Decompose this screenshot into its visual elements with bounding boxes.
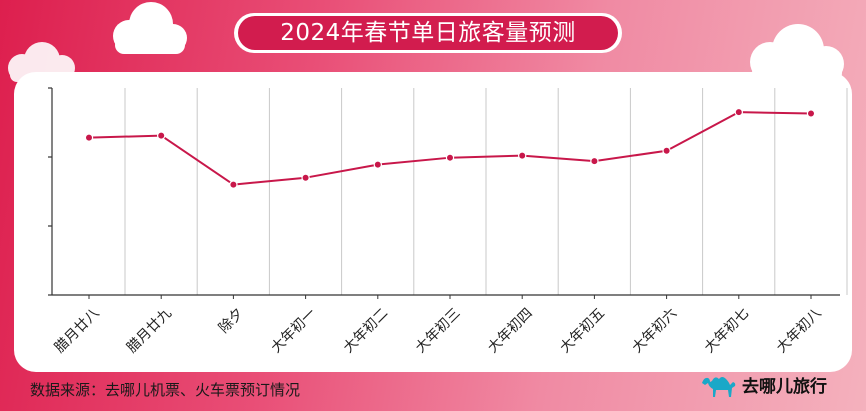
data-point (734, 107, 744, 117)
x-tick-label: 大年初一 (268, 305, 320, 357)
data-point (373, 160, 382, 169)
data-point (590, 156, 599, 166)
x-tick-label: 大年初三 (412, 305, 464, 357)
x-tick-label: 大年初五 (556, 305, 608, 357)
data-point (301, 173, 310, 182)
data-source-note: 数据来源：去哪儿机票、火车票预订情况 (30, 381, 301, 399)
x-tick-label: 大年初四 (484, 305, 536, 357)
x-tick-label: 腊月廿八 (52, 305, 103, 356)
data-point (806, 109, 816, 118)
camel-logo-icon (702, 377, 736, 397)
data-point (156, 131, 166, 140)
x-tick-label: 腊月廿九 (124, 305, 175, 356)
data-point (84, 133, 94, 142)
x-tick-label: 除夕 (216, 305, 247, 336)
data-point (445, 153, 455, 162)
cloud-decoration-top (113, 2, 187, 54)
x-tick-label: 大年初七 (701, 305, 753, 357)
data-point (518, 151, 527, 160)
data-point (662, 146, 671, 155)
x-tick-label: 大年初二 (340, 305, 392, 357)
logo-text: 去哪儿旅行 (742, 376, 827, 397)
qunar-logo: 去哪儿旅行 (700, 368, 827, 400)
x-tick-label: 大年初八 (773, 305, 825, 357)
data-point (229, 180, 238, 189)
chart-title: 2024年春节单日旅客量预测 (238, 16, 618, 50)
chart-panel (14, 72, 852, 372)
x-tick-label: 大年初六 (629, 305, 681, 357)
